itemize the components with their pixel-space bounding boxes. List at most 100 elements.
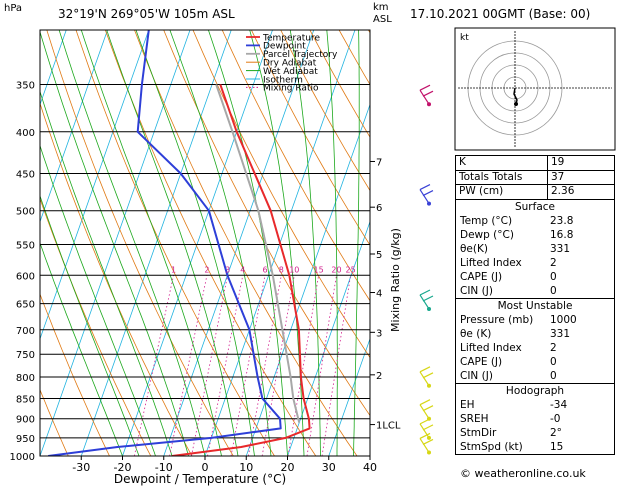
param-value: 15 — [550, 440, 564, 453]
pressure-tick-label: 350 — [16, 81, 35, 92]
parcel-trajectory-line — [215, 84, 301, 423]
dry-adiabat-line — [40, 388, 69, 456]
param-row: Lifted Index 2 — [456, 256, 614, 270]
pressure-tick-label: 800 — [16, 373, 35, 384]
param-row: StmSpd (kt) 15 — [456, 440, 614, 454]
param-value: 2 — [550, 341, 557, 354]
mixing-ratio-label: 15 — [314, 265, 324, 274]
isotherm-line — [287, 220, 370, 456]
x-tick-label: -30 — [72, 461, 90, 474]
pressure-tick-label: 600 — [16, 271, 35, 282]
pressure-tick-label: 900 — [16, 415, 35, 426]
param-value: 0 — [550, 355, 557, 368]
wet-adiabat-line — [80, 30, 222, 456]
pressure-tick-label: 950 — [16, 434, 35, 445]
legend-label: Mixing Ratio — [263, 84, 319, 94]
index-value: 2.36 — [547, 184, 615, 200]
wind-barb — [419, 418, 434, 440]
legend-label: Wet Adiabat — [263, 67, 318, 77]
hodograph-unit-label: kt — [460, 33, 469, 43]
isotherm-line — [40, 30, 191, 456]
wind-barb — [419, 366, 434, 388]
param-value: 0 — [550, 284, 557, 297]
isotherm-line — [80, 30, 232, 456]
param-value: 331 — [550, 242, 571, 255]
dry-adiabat-line — [221, 30, 370, 302]
param-label: CAPE (J) — [460, 270, 503, 283]
mixing-ratio-line — [247, 275, 282, 456]
isotherm-line — [40, 30, 150, 341]
mixing-ratio-label: 1 — [171, 265, 176, 274]
wind-barb — [419, 184, 434, 206]
x-tick-label: -10 — [155, 461, 173, 474]
param-value: 0 — [550, 369, 557, 382]
param-row: Lifted Index 2 — [456, 341, 614, 355]
param-row: SREH -0 — [456, 412, 614, 426]
legend-label: Dewpoint — [263, 42, 306, 52]
most-unstable-section: Most Unstable Pressure (mb) 1000 θe (K) 331… — [455, 298, 615, 384]
copyright: © weatheronline.co.uk — [460, 467, 586, 480]
param-label: CAPE (J) — [460, 355, 503, 368]
mixing-ratio-label: 2 — [204, 265, 209, 274]
x-tick-label: 0 — [202, 461, 209, 474]
param-row: θe(K) 331 — [456, 242, 614, 256]
mixing-ratio-label: 8 — [279, 265, 284, 274]
mixing-ratio-label: 10 — [289, 265, 299, 274]
km-tick-label: 7 — [376, 157, 382, 168]
index-label: Totals Totals — [455, 169, 548, 185]
legend-label: Isotherm — [263, 75, 303, 85]
isotherm-line — [40, 30, 67, 106]
mixing-ratio-line — [230, 275, 266, 456]
mixing-ratio-label: 20 — [331, 265, 341, 274]
mixing-ratio-label: 25 — [346, 265, 356, 274]
hodograph-section: Hodograph EH -34 SREH -0 StmDir 2° StmSpd (kt)… — [455, 383, 615, 455]
index-row: Totals Totals 37 — [455, 169, 615, 185]
index-row: K 19 — [455, 155, 615, 171]
param-row: CIN (J) 0 — [456, 284, 614, 298]
datetime-title: 17.10.2021 00GMT (Base: 00) — [410, 7, 591, 21]
info-panel: K 19 Totals Totals 37 PW (cm) 2.36 Surface Te… — [455, 155, 615, 455]
isotherm-line — [328, 337, 370, 456]
km-tick-label: 4 — [376, 289, 382, 300]
hodograph-frame — [454, 27, 616, 151]
param-label: Lifted Index — [460, 341, 522, 354]
wet-adiabat-line — [289, 30, 321, 456]
param-row: θe (K) 331 — [456, 327, 614, 341]
mixing-ratio-label: 4 — [240, 265, 245, 274]
param-label: θe (K) — [460, 327, 492, 340]
mixing-ratio-line — [321, 275, 352, 456]
x-tick-label: 30 — [322, 461, 336, 474]
param-row: Pressure (mb) 1000 — [456, 313, 614, 327]
location-title: 32°19'N 269°05'W 105m ASL — [58, 7, 235, 21]
wet-adiabat-line — [369, 445, 370, 456]
param-value: 331 — [550, 327, 571, 340]
pressure-tick-label: 850 — [16, 394, 35, 405]
pressure-tick-label: 700 — [16, 326, 35, 337]
mixing-ratio-line — [261, 275, 295, 456]
param-label: StmDir — [460, 426, 497, 439]
dry-adiabat-line — [280, 30, 370, 192]
param-label: CIN (J) — [460, 369, 493, 382]
wind-barb — [419, 432, 434, 455]
mixing-ratio-line — [287, 275, 320, 456]
mixing-ratio-label: 6 — [262, 265, 267, 274]
param-label: Pressure (mb) — [460, 313, 534, 326]
pressure-tick-label: 450 — [16, 169, 35, 180]
index-label: PW (cm) — [455, 184, 548, 200]
wet-adiabat-line — [249, 30, 305, 456]
x-tick-label: 20 — [281, 461, 295, 474]
param-label: Dewp (°C) — [460, 228, 514, 241]
param-value: 2° — [550, 426, 562, 439]
param-value: 0 — [550, 270, 557, 283]
wet-adiabat-line — [40, 30, 189, 456]
temperature-line — [171, 84, 311, 456]
param-row: EH -34 — [456, 398, 614, 412]
km-tick-label: 5 — [376, 250, 382, 261]
x-tick-label: 40 — [363, 461, 377, 474]
pressure-tick-label: 400 — [16, 128, 35, 139]
mixing-ratio-line — [169, 275, 208, 456]
param-label: SREH — [460, 412, 489, 425]
km-tick-label: 3 — [376, 328, 382, 339]
mixing-ratio-line — [191, 275, 229, 456]
